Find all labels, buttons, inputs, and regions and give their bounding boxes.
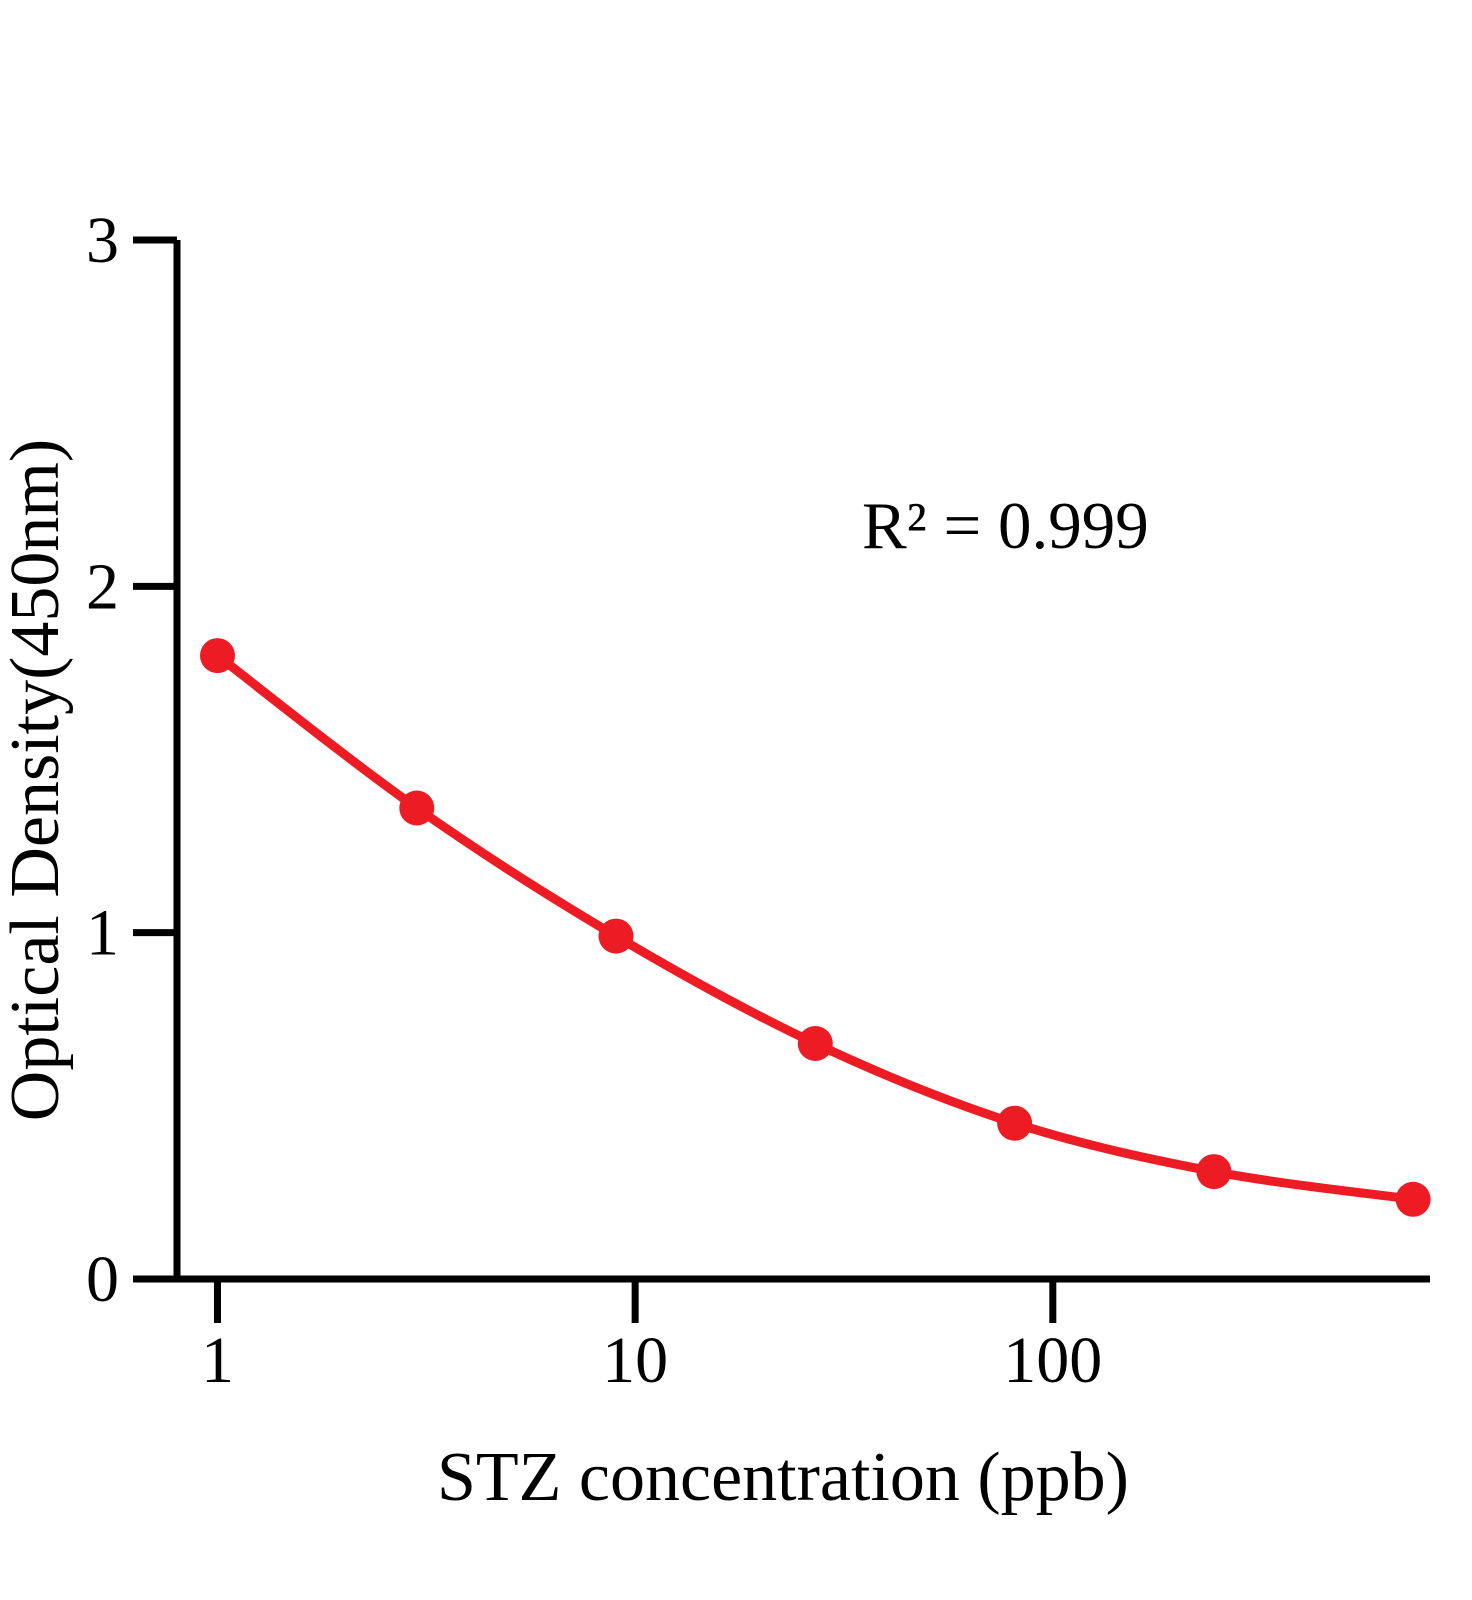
- data-point: [997, 1105, 1033, 1141]
- y-axis-title: Optical Density(450nm): [0, 439, 74, 1121]
- x-tick-label: 10: [602, 1324, 668, 1397]
- data-point: [598, 918, 634, 954]
- axis-lines: [173, 240, 1430, 1283]
- x-tick-label: 100: [1003, 1324, 1102, 1397]
- curve-line: [214, 652, 1414, 1204]
- data-point: [399, 790, 435, 826]
- x-axis-title: STZ concentration (ppb): [437, 1439, 1129, 1516]
- data-point: [797, 1026, 833, 1061]
- data-point: [1395, 1181, 1431, 1217]
- data-point: [200, 638, 235, 674]
- y-tick-label: 1: [86, 897, 119, 970]
- y-axis-ticks: 0 1 2 3: [86, 204, 177, 1316]
- data-point: [1196, 1154, 1232, 1190]
- data-points: [200, 638, 1431, 1217]
- r-squared-annotation: R² = 0.999: [862, 489, 1149, 563]
- x-axis-ticks: 1 10 100: [201, 1279, 1102, 1397]
- y-tick-label: 0: [86, 1243, 119, 1316]
- x-tick-label: 1: [201, 1324, 234, 1397]
- y-tick-label: 3: [86, 204, 119, 277]
- y-tick-label: 2: [86, 550, 119, 623]
